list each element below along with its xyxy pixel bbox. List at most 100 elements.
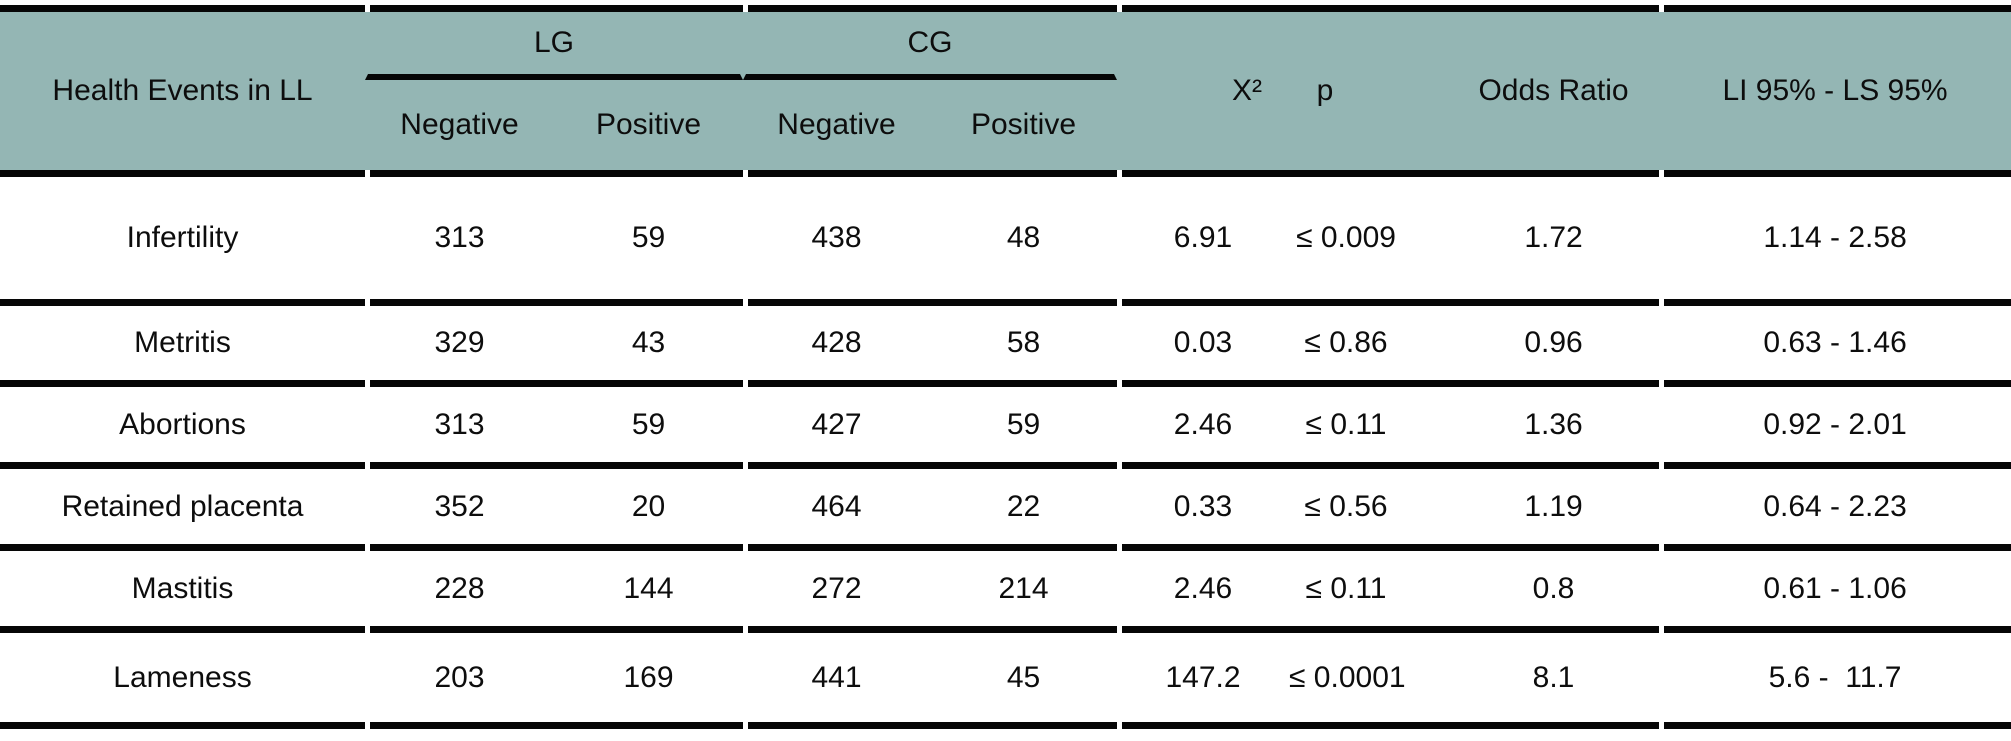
divider-segment <box>743 722 1117 729</box>
cell-cg-negative: 438 <box>743 177 930 299</box>
cell-odds-ratio: 1.19 <box>1403 469 1660 544</box>
table-row-retained-placenta: Retained placenta 352 20 464 22 0.33 ≤ 0… <box>0 469 2011 544</box>
cell-p-value: ≤ 0.11 <box>1289 387 1403 462</box>
cell-chi-square: 0.33 <box>1117 469 1289 544</box>
divider-segment <box>365 544 743 551</box>
cell-p-value: ≤ 0.11 <box>1289 551 1403 626</box>
col-group-header-cg: CG <box>743 12 1117 80</box>
cell-confidence-interval: 5.6 - 11.7 <box>1659 633 2011 722</box>
cell-cg-negative: 464 <box>743 469 930 544</box>
cell-cg-positive: 48 <box>930 177 1117 299</box>
col-header-cg-negative: Negative <box>743 80 930 170</box>
divider-segment <box>0 380 365 387</box>
divider-segment <box>0 462 365 469</box>
cell-lg-negative: 313 <box>365 177 554 299</box>
cell-lg-negative: 352 <box>365 469 554 544</box>
divider-segment <box>743 380 1117 387</box>
cell-lg-negative: 313 <box>365 387 554 462</box>
cell-lg-positive: 20 <box>554 469 743 544</box>
divider-segment <box>1659 380 2011 387</box>
table-row-abortions: Abortions 313 59 427 59 2.46 ≤ 0.11 1.36… <box>0 387 2011 462</box>
cell-cg-positive: 22 <box>930 469 1117 544</box>
cell-odds-ratio: 8.1 <box>1403 633 1660 722</box>
cell-cg-negative: 441 <box>743 633 930 722</box>
cell-confidence-interval: 0.64 - 2.23 <box>1659 469 2011 544</box>
divider-segment <box>743 5 1117 12</box>
cell-chi-square: 0.03 <box>1117 306 1289 380</box>
cell-p-value: ≤ 0.0001 <box>1289 633 1406 722</box>
cell-odds-ratio: 1.36 <box>1403 387 1660 462</box>
cell-event: Lameness <box>0 633 365 722</box>
divider-segment <box>1659 626 2011 633</box>
header-row-subcolumns: Negative Positive Negative Positive <box>0 80 2011 170</box>
divider-segment <box>365 170 743 177</box>
cell-cg-positive: 214 <box>930 551 1117 626</box>
col-header-lg-negative: Negative <box>365 80 554 170</box>
divider-segment <box>365 299 743 306</box>
cell-cg-negative: 427 <box>743 387 930 462</box>
cell-chi-square: 147.2 <box>1117 633 1289 722</box>
table-row-metritis: Metritis 329 43 428 58 0.03 ≤ 0.86 0.96 … <box>0 306 2011 380</box>
cell-lg-positive: 59 <box>554 177 743 299</box>
cell-p-value: ≤ 0.56 <box>1289 469 1403 544</box>
divider-segment <box>1117 626 1660 633</box>
cell-odds-ratio: 0.96 <box>1403 306 1660 380</box>
divider-row-bottom <box>0 722 2011 729</box>
divider-segment <box>0 5 365 12</box>
divider-segment <box>1659 170 2011 177</box>
cell-event: Retained placenta <box>0 469 365 544</box>
divider-segment <box>1117 722 1660 729</box>
divider-segment <box>0 626 365 633</box>
divider-segment <box>365 722 743 729</box>
divider-segment <box>743 462 1117 469</box>
divider-segment <box>0 722 365 729</box>
cell-chi-square: 6.91 <box>1117 177 1289 299</box>
col-header-health-events: Health Events in LL <box>0 12 365 170</box>
divider-row-top <box>0 5 2011 12</box>
cell-event: Metritis <box>0 306 365 380</box>
cell-cg-negative: 272 <box>743 551 930 626</box>
divider-segment <box>1659 544 2011 551</box>
cell-lg-positive: 144 <box>554 551 743 626</box>
divider-segment <box>365 380 743 387</box>
divider-segment <box>743 299 1117 306</box>
divider-row <box>0 626 2011 633</box>
divider-segment <box>1659 722 2011 729</box>
col-header-p-value: p <box>1289 12 1403 170</box>
divider-segment <box>1117 5 1660 12</box>
cell-event: Abortions <box>0 387 365 462</box>
divider-segment <box>743 170 1117 177</box>
divider-segment <box>365 626 743 633</box>
cell-chi-square: 2.46 <box>1117 551 1289 626</box>
cell-lg-positive: 43 <box>554 306 743 380</box>
table-row-infertility: Infertility 313 59 438 48 6.91 ≤ 0.009 1… <box>0 177 2011 299</box>
divider-row <box>0 544 2011 551</box>
divider-segment <box>0 299 365 306</box>
divider-segment <box>1659 462 2011 469</box>
cell-confidence-interval: 0.63 - 1.46 <box>1659 306 2011 380</box>
divider-segment <box>1659 5 2011 12</box>
cell-lg-negative: 228 <box>365 551 554 626</box>
divider-segment <box>1659 299 2011 306</box>
col-header-cg-positive: Positive <box>930 80 1117 170</box>
col-header-lg-positive: Positive <box>554 80 743 170</box>
cell-p-value: ≤ 0.009 <box>1289 177 1403 299</box>
col-header-chi-square: X² <box>1117 12 1289 170</box>
divider-segment <box>743 626 1117 633</box>
health-events-table: Health Events in LL LG CG X² p Odds Rati… <box>0 5 2011 729</box>
divider-segment <box>1117 380 1660 387</box>
cell-odds-ratio: 0.8 <box>1403 551 1660 626</box>
cell-cg-negative: 428 <box>743 306 930 380</box>
cell-lg-positive: 59 <box>554 387 743 462</box>
table-row-mastitis: Mastitis 228 144 272 214 2.46 ≤ 0.11 0.8… <box>0 551 2011 626</box>
divider-segment <box>0 544 365 551</box>
col-header-confidence-interval: LI 95% - LS 95% <box>1659 12 2011 170</box>
header-row-groups: Health Events in LL LG CG X² p Odds Rati… <box>0 12 2011 170</box>
cell-chi-square: 2.46 <box>1117 387 1289 462</box>
divider-segment <box>743 544 1117 551</box>
divider-segment <box>1117 170 1660 177</box>
cell-lg-positive: 169 <box>554 633 743 722</box>
cell-p-value: ≤ 0.86 <box>1289 306 1403 380</box>
divider-segment <box>1117 299 1660 306</box>
